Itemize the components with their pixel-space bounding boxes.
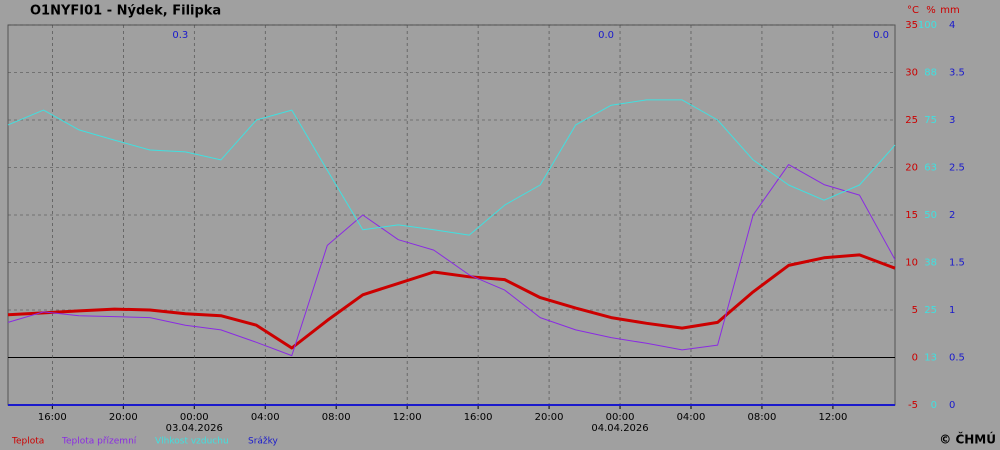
x-tick-label: 08:00 [748,412,777,423]
series-line [7,253,896,350]
y2-tick-label: 50 [924,210,937,221]
x-tick-label: 16:00 [38,412,67,423]
x-tick-label: 08:00 [322,412,351,423]
legend-entry: Teplota [11,437,44,447]
x-tick-label: 20:00 [535,412,564,423]
x-tick-label: 20:00 [109,412,138,423]
series-line [7,164,896,357]
y2-tick-label: 63 [924,163,937,174]
x-tick-label: 12:00 [818,412,847,423]
y3-tick-label: 1.5 [949,258,965,269]
y2-unit: % [926,5,936,16]
daily-total: 0.0 [873,30,889,41]
daily-total: 0.0 [598,30,614,41]
x-tick-label: 00:00 [606,412,635,423]
y3-tick-label: 4 [949,20,955,31]
y-tick-label: 10 [905,258,918,269]
y3-tick-label: 0.5 [949,353,965,364]
y-tick-label: 5 [912,305,918,316]
x-tick-label: 16:00 [464,412,493,423]
x-tick-label: 04:00 [251,412,280,423]
y3-tick-label: 2.5 [949,163,965,174]
y2-tick-label: 75 [924,115,937,126]
y3-tick-label: 3 [949,115,955,126]
y3-tick-label: 2 [949,210,955,221]
y3-tick-label: 0 [949,400,955,411]
y2-tick-label: 13 [924,353,937,364]
legend-entry: Teplota přízemní [61,437,137,447]
y2-tick-label: 100 [918,20,937,31]
series-line [7,99,896,236]
x-tick-label: 12:00 [393,412,422,423]
legend-entry: Srážky [248,437,279,447]
y-tick-label: 25 [905,115,918,126]
y-tick-label: 20 [905,163,918,174]
x-tick-label: 04:00 [677,412,706,423]
y3-tick-label: 3.5 [949,68,965,79]
y-tick-label: -5 [908,400,918,411]
y2-tick-label: 0 [931,400,937,411]
y2-tick-label: 38 [924,258,937,269]
x-date-label: 03.04.2026 [166,423,223,434]
chart-title: O1NYFI01 - Nýdek, Filipka [30,4,221,19]
y-tick-label: 30 [905,68,918,79]
y2-tick-label: 88 [924,68,937,79]
y3-tick-label: 1 [949,305,955,316]
daily-total: 0.3 [172,30,188,41]
x-tick-label: 00:00 [180,412,209,423]
y3-unit: mm [940,5,959,16]
copyright: © ČHMÚ [939,432,996,447]
y2-tick-label: 25 [924,305,937,316]
legend-entry: Vlhkost vzduchu [155,437,229,447]
y-unit: °C [907,5,919,16]
y-tick-label: 15 [905,210,918,221]
x-date-label: 04.04.2026 [591,423,648,434]
y-tick-label: 35 [905,20,918,31]
y-tick-label: 0 [912,353,918,364]
